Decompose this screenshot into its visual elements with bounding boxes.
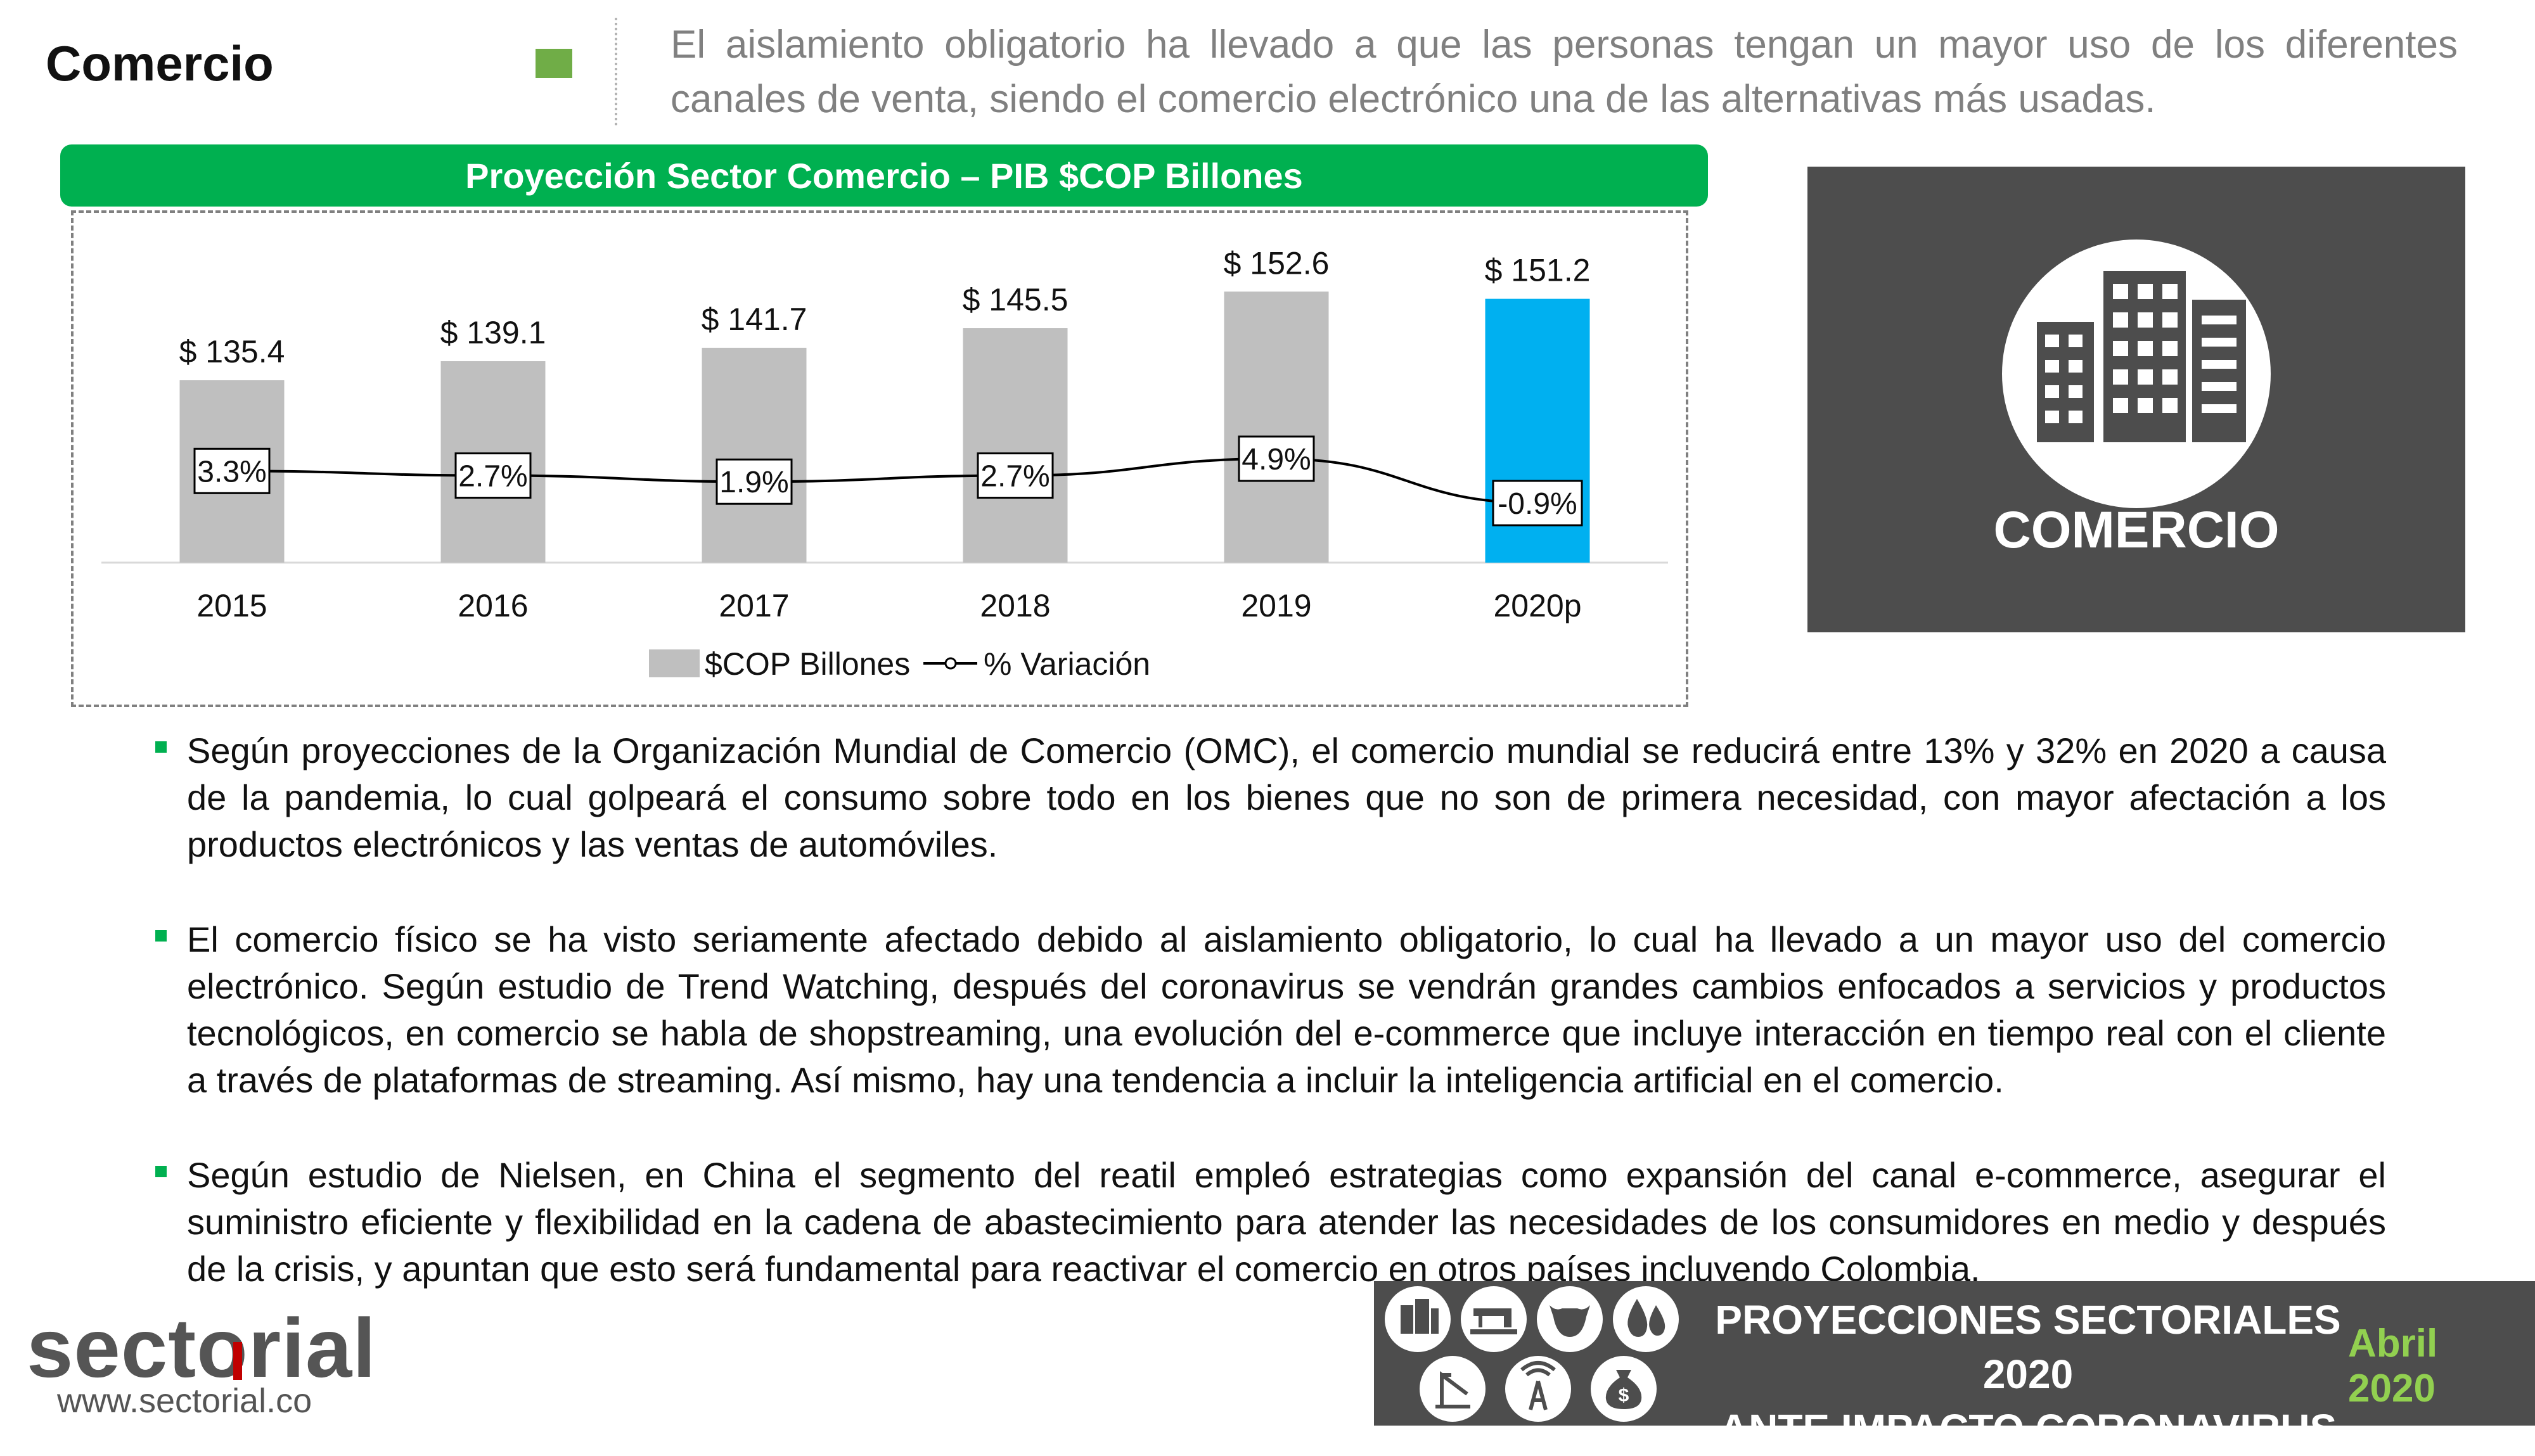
bar-value-label: $ 152.6 xyxy=(1224,245,1330,281)
x-tick-label: 2019 xyxy=(1241,588,1311,623)
variation-label-box xyxy=(193,447,271,494)
logo-url: www.sectorial.co xyxy=(57,1382,312,1420)
tile-label: COMERCIO xyxy=(1993,501,2280,559)
drops-icon xyxy=(1613,1286,1679,1352)
bullet-marker xyxy=(155,741,167,753)
variation-label-box xyxy=(1238,435,1315,482)
variation-label: 1.9% xyxy=(719,466,788,499)
bullet-marker xyxy=(155,930,167,942)
section-title: Comercio xyxy=(46,35,274,91)
variation-label: 2.7% xyxy=(458,460,527,494)
x-tick-label: 2018 xyxy=(980,588,1050,623)
svg-text:$: $ xyxy=(1619,1385,1629,1406)
bullet-item: Según estudio de Nielsen, en China el se… xyxy=(155,1152,2386,1293)
sectorial-logo: sectorial xyxy=(27,1301,376,1395)
gdp-bar-chart: $ 135.4 2015 $ 139.1 2016 $ 141.7 2017 $ 145.5… xyxy=(101,245,1668,682)
money-bag-icon: $ xyxy=(1591,1356,1657,1422)
logo-red-bar xyxy=(233,1342,242,1380)
bullet-item: El comercio físico se ha visto seriament… xyxy=(155,916,2386,1104)
variation-label: 4.9% xyxy=(1242,443,1311,476)
variation-label: -0.9% xyxy=(1498,487,1577,521)
intro-text: El aislamiento obligatorio ha llevado a … xyxy=(671,23,2458,121)
x-tick-label: 2017 xyxy=(719,588,789,623)
bullet-item: Según proyecciones de la Organización Mu… xyxy=(155,727,2386,868)
buildings-icon xyxy=(1385,1286,1451,1352)
bar-value-label: $ 145.5 xyxy=(963,282,1069,317)
legend-line-label: % Variación xyxy=(984,646,1150,682)
legend-bar-label: $COP Billones xyxy=(705,646,910,682)
bar-value-label: $ 135.4 xyxy=(179,334,285,369)
bullet-marker xyxy=(155,1166,167,1177)
antenna-icon xyxy=(1505,1356,1571,1422)
footer-title: PROYECCIONES SECTORIALES 2020 ANTE IMPAC… xyxy=(1679,1293,2377,1456)
footer-title-line1: PROYECCIONES SECTORIALES 2020 xyxy=(1715,1297,2341,1397)
bar-value-label: $ 139.1 xyxy=(440,315,546,350)
x-tick-label: 2016 xyxy=(458,588,528,623)
green-square-marker xyxy=(536,49,572,78)
bar-value-label: $ 151.2 xyxy=(1485,253,1591,288)
variation-label-box xyxy=(716,458,793,505)
cow-icon xyxy=(1537,1286,1603,1352)
dotted-separator xyxy=(615,18,617,125)
bar-2017 xyxy=(702,347,807,563)
office-buildings-icon xyxy=(2037,271,2246,442)
variation-label: 3.3% xyxy=(197,455,266,489)
bar-2018 xyxy=(963,328,1068,563)
variation-label-box xyxy=(977,452,1054,499)
legend-line-marker xyxy=(944,657,957,670)
chart-title: Proyección Sector Comercio – PIB $COP Bi… xyxy=(60,144,1708,207)
footer-date: Abril 2020 xyxy=(2348,1322,2438,1410)
chart-frame xyxy=(71,210,1688,707)
footer-title-line2: ANTE IMPACTO CORONAVIRUS xyxy=(1719,1406,2337,1452)
variation-label-box xyxy=(1492,480,1583,527)
bullet-list: Según proyecciones de la Organización Mu… xyxy=(155,727,2386,1341)
variation-line xyxy=(231,457,1538,504)
variation-label-box xyxy=(454,452,532,499)
legend-bar-swatch xyxy=(649,649,700,677)
x-tick-label: 2015 xyxy=(196,588,267,623)
bar-2019 xyxy=(1224,291,1329,563)
crane-icon xyxy=(1420,1356,1486,1422)
x-tick-label: 2020p xyxy=(1493,588,1581,623)
bar-value-label: $ 141.7 xyxy=(702,302,807,337)
sewing-machine-icon xyxy=(1461,1286,1527,1352)
variation-label: 2.7% xyxy=(980,460,1049,494)
